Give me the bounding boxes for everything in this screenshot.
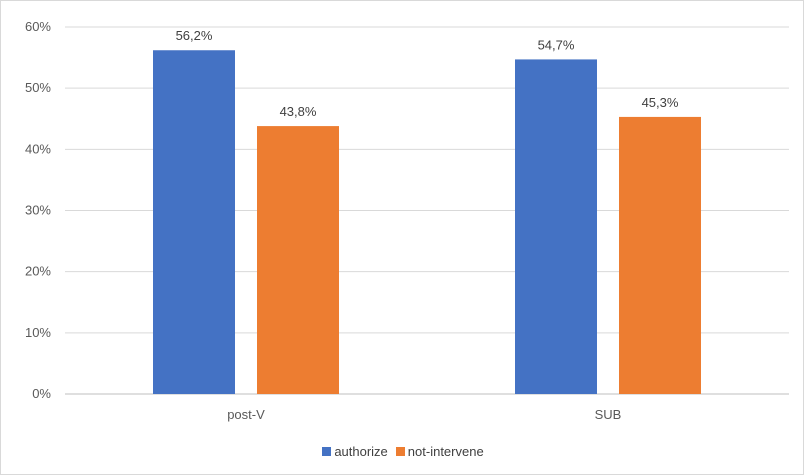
legend-swatch: [322, 447, 332, 456]
bar-authorize: [153, 50, 235, 394]
legend-item-authorize: authorize: [322, 444, 388, 459]
data-label: 54,7%: [538, 37, 575, 52]
data-label: 56,2%: [176, 28, 213, 43]
legend-swatch: [395, 447, 405, 456]
legend-label: not-intervene: [407, 444, 484, 459]
y-tick-label: 10%: [25, 325, 51, 340]
data-label: 43,8%: [280, 104, 317, 119]
y-tick-label: 40%: [25, 141, 51, 156]
chart-legend: authorize not-intervene: [1, 444, 804, 459]
bar-not-intervene: [619, 116, 701, 394]
bar-not-intervene: [257, 126, 339, 394]
bar-authorize: [515, 59, 597, 394]
y-tick-label: 50%: [25, 80, 51, 95]
legend-item-not-intervene: not-intervene: [395, 444, 484, 459]
data-label: 45,3%: [642, 95, 679, 110]
y-tick-label: 60%: [25, 19, 51, 34]
x-tick-label: SUB: [595, 407, 622, 422]
y-tick-label: 0%: [32, 386, 51, 401]
y-tick-label: 20%: [25, 264, 51, 279]
x-tick-label: post-V: [227, 407, 265, 422]
y-tick-label: 30%: [25, 203, 51, 218]
legend-label: authorize: [334, 444, 388, 459]
